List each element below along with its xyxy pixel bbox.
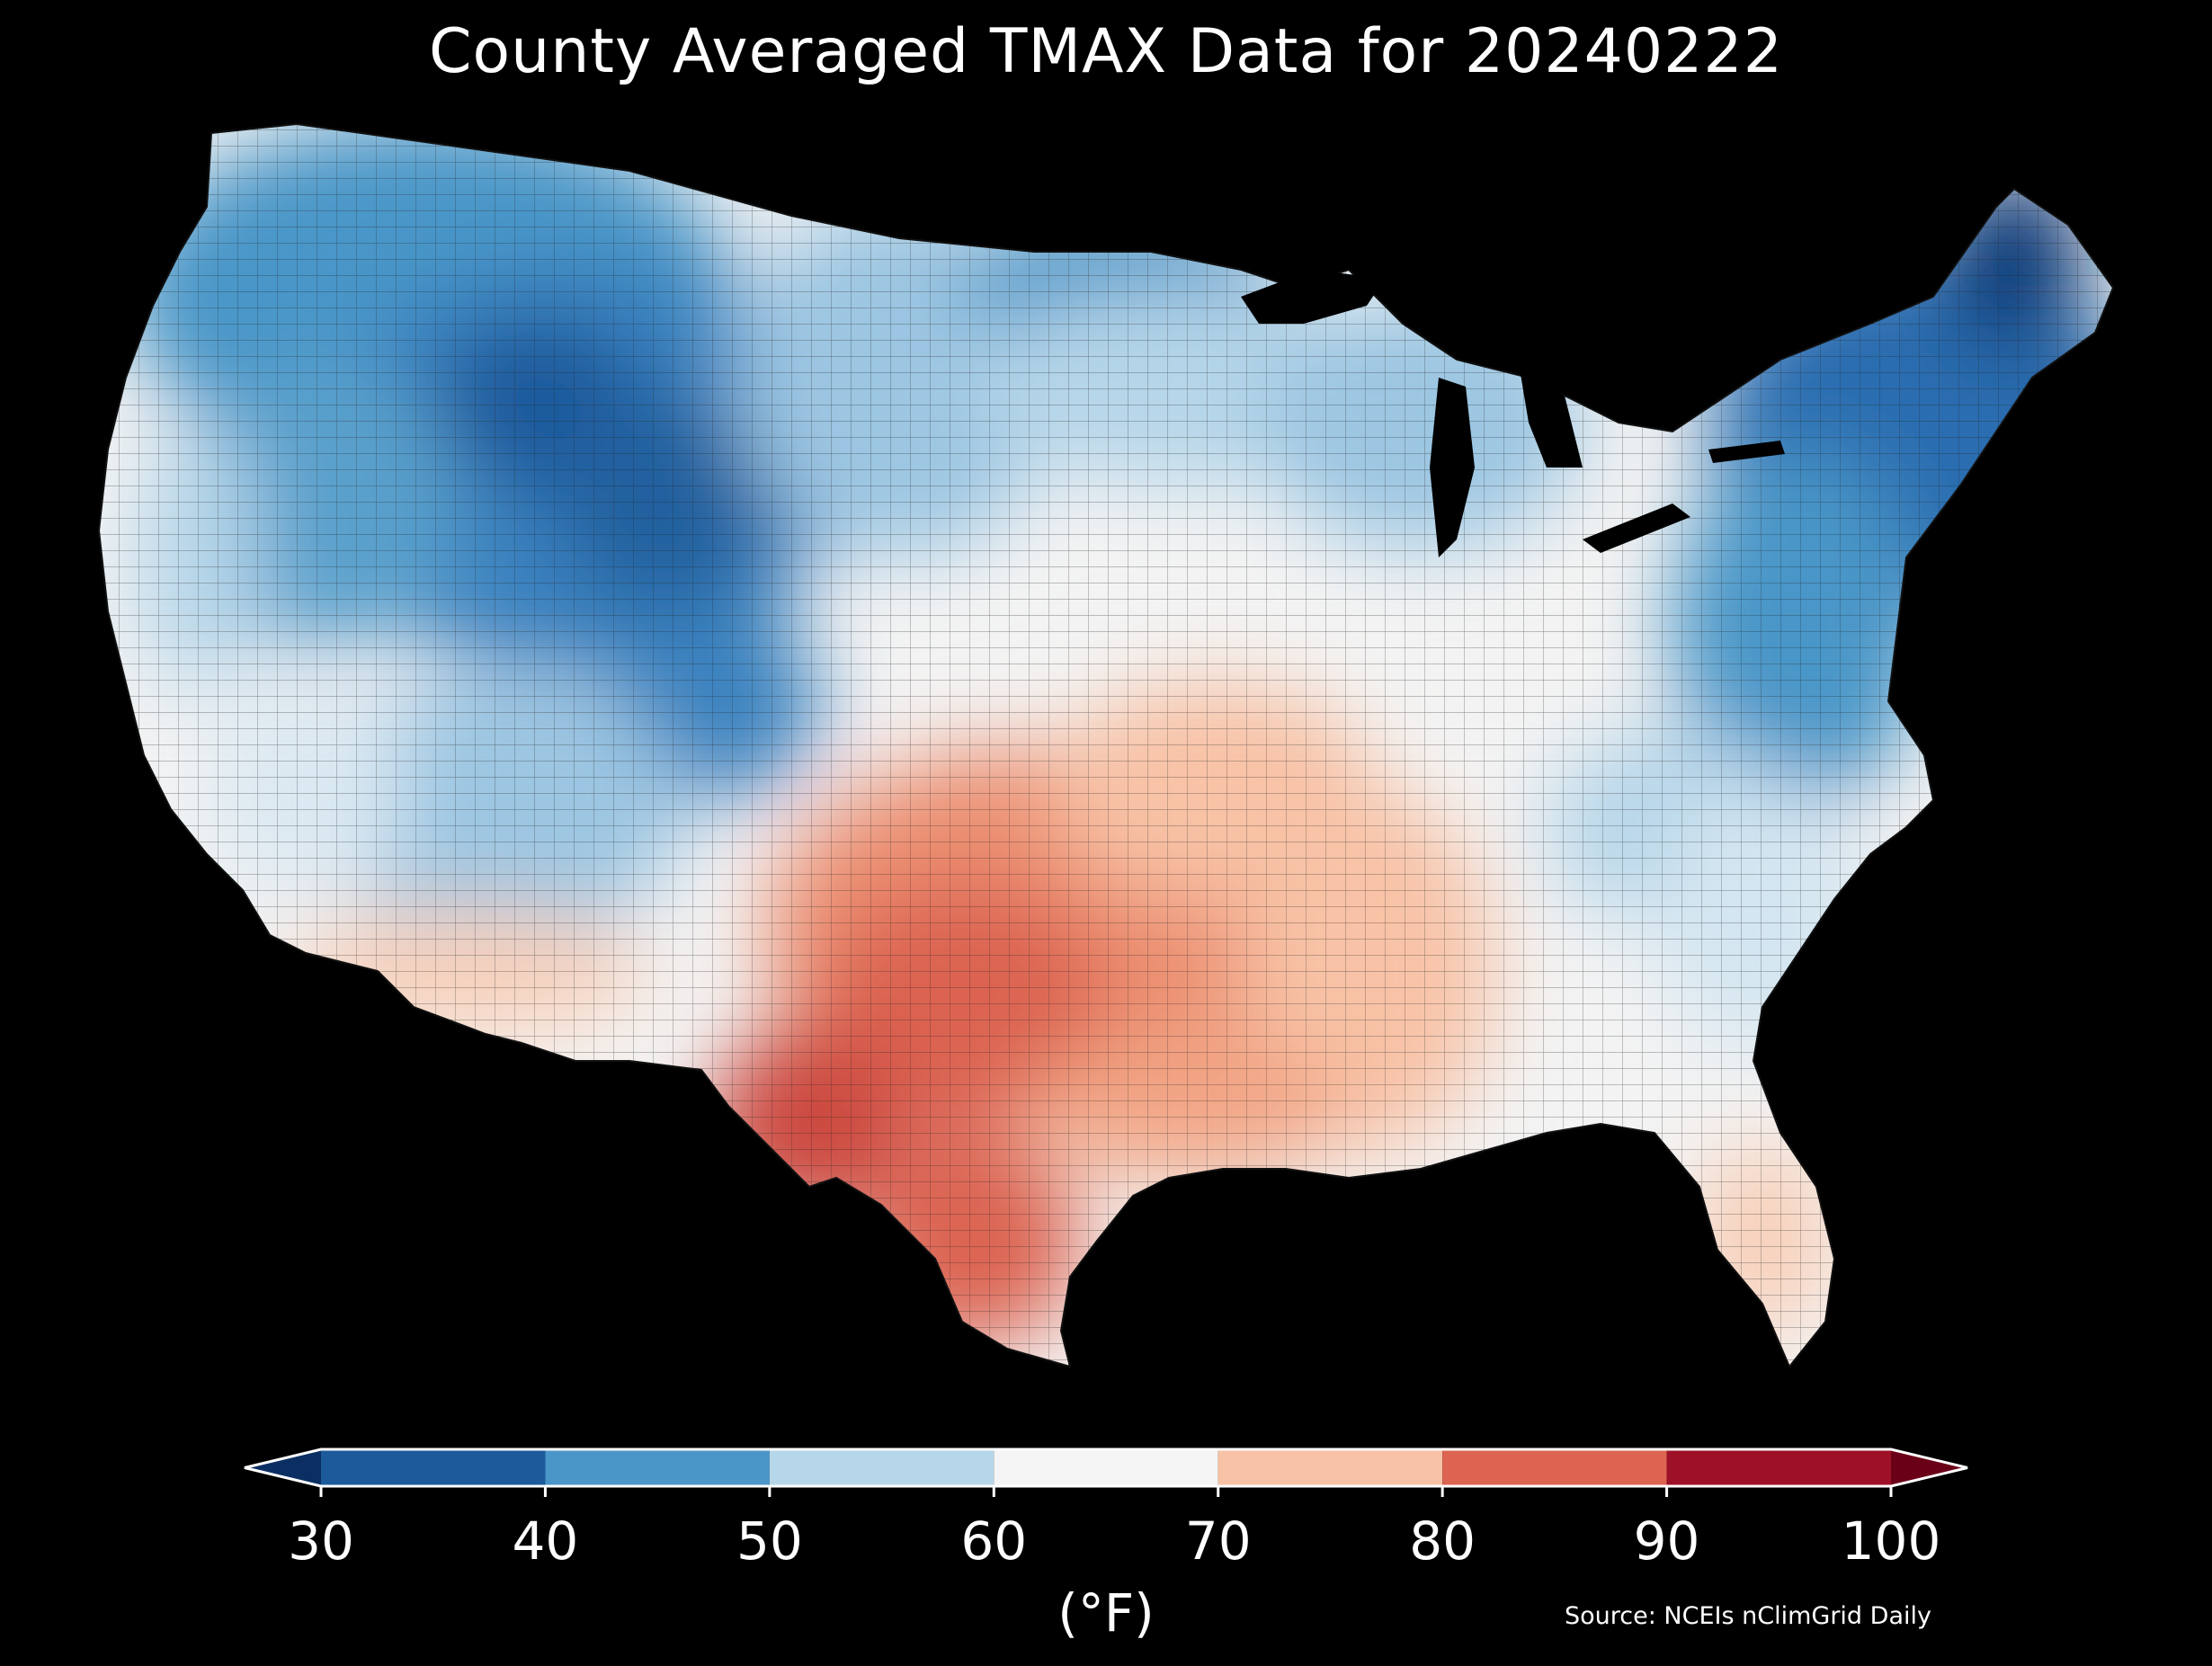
- lake-huron: [1520, 369, 1583, 468]
- map-title: County Averaged TMAX Data for 20240222: [429, 16, 1783, 87]
- colorbar-bin-40-50: [545, 1449, 770, 1486]
- colorbar-under-arrow: [245, 1449, 321, 1486]
- colorbar-tick-label: 70: [1184, 1510, 1252, 1572]
- colorbar-tick-label: 90: [1633, 1510, 1700, 1572]
- colorbar-tick-label: 60: [960, 1510, 1028, 1572]
- lake-superior: [1241, 270, 1385, 324]
- colorbar-bin-70-80: [1217, 1449, 1443, 1486]
- source-credit: Source: NCEIs nClimGrid Daily: [1565, 1602, 1931, 1630]
- lake-michigan: [1430, 378, 1475, 557]
- colorbar-bin-50-60: [769, 1449, 995, 1486]
- colorbar-bin-60-70: [994, 1449, 1218, 1486]
- colorbar-tick-label: 40: [512, 1510, 579, 1572]
- colorbar-bin-30-40: [321, 1449, 546, 1486]
- lake-ontario: [1708, 441, 1785, 463]
- colorbar-bin-90-100: [1666, 1449, 1891, 1486]
- colorbar-tick-label: 80: [1409, 1510, 1476, 1572]
- colorbar-over-arrow: [1891, 1449, 1967, 1486]
- colorbar-tick-label: 30: [288, 1510, 354, 1572]
- lake-erie: [1583, 503, 1690, 553]
- colorbar-tick-label: 50: [736, 1510, 803, 1572]
- colorbar-unit-label: (°F): [1057, 1582, 1155, 1644]
- colorbar-tick-label: 100: [1841, 1510, 1941, 1572]
- colorbar-bin-80-90: [1442, 1449, 1667, 1486]
